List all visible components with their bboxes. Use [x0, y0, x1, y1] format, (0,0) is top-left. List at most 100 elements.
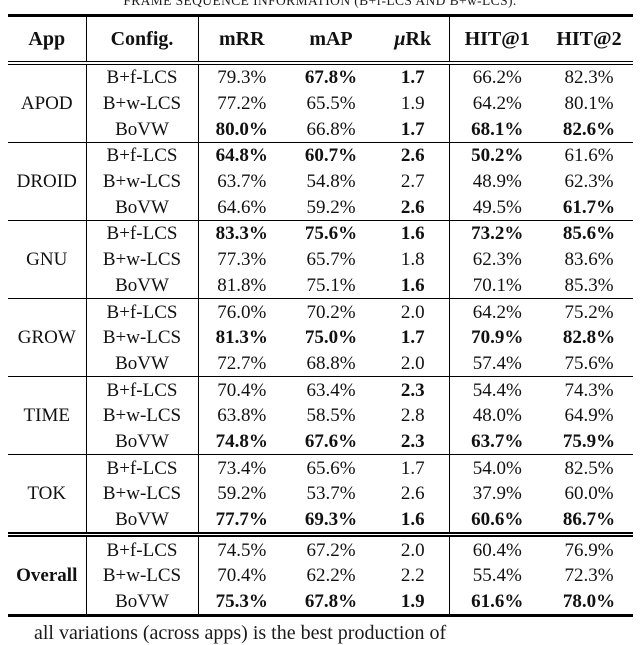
hit1-cell: 55.4%	[472, 565, 522, 587]
config-cell: BoVW	[86, 506, 199, 535]
hit1-cell: 62.3%	[472, 249, 522, 271]
mrr-cell: 63.8%	[217, 405, 267, 427]
table-row: B+w-LCS 59.2% 53.7% 2.6 37.9% 60.0%	[8, 481, 633, 507]
hit1-cell: 60.6%	[471, 509, 524, 531]
hit2-cell: 64.9%	[564, 405, 614, 427]
mrr-cell: 81.8%	[217, 274, 267, 296]
header-map: mAP	[309, 27, 353, 50]
table-row: B+w-LCS 77.3% 65.7% 1.8 62.3% 83.6%	[8, 246, 633, 273]
config-cell: B+f-LCS	[86, 220, 199, 247]
results-table-wrapper: App Config. mRR mAP μRk HIT@1 HIT@2 APOD…	[8, 14, 633, 618]
config-cell: BoVW	[86, 194, 199, 221]
config-cell: BoVW	[86, 116, 199, 143]
map-cell: 54.8%	[306, 171, 356, 193]
config-cell: BoVW	[86, 428, 199, 455]
hit2-cell: 82.8%	[562, 327, 616, 349]
hit1-cell: 73.2%	[471, 223, 524, 245]
config-cell: B+w-LCS	[86, 402, 199, 429]
murk-cell: 1.8	[377, 246, 450, 273]
mrr-cell: 74.5%	[217, 539, 267, 561]
map-cell: 60.7%	[304, 145, 358, 167]
hit2-cell: 61.7%	[562, 196, 616, 218]
header-hit2: HIT@2	[556, 27, 622, 50]
table-row: B+w-LCS 70.4% 62.2% 2.2 55.4% 72.3%	[8, 563, 633, 589]
hit1-cell: 70.9%	[471, 327, 524, 349]
mrr-cell: 64.6%	[217, 196, 267, 218]
table-row: GNU B+f-LCS 83.3% 75.6% 1.6 73.2% 85.6%	[8, 220, 633, 299]
config-cell: B+w-LCS	[86, 481, 199, 507]
hit2-cell: 82.5%	[564, 457, 614, 479]
header-app: App	[8, 15, 87, 63]
map-cell: 67.6%	[304, 430, 358, 452]
hit2-cell: 80.1%	[564, 93, 614, 115]
group-grow: GROW B+f-LCS 76.0% 70.2% 2.0 64.2% 75.2% B+w-LC…	[8, 298, 633, 377]
murk-rest: Rk	[405, 27, 432, 50]
hit2-cell: 62.3%	[564, 171, 614, 193]
config-cell: B+f-LCS	[86, 63, 199, 91]
map-cell: 62.2%	[306, 565, 356, 587]
murk-cell: 1.6	[377, 506, 450, 535]
header-hit1: HIT@1	[464, 27, 530, 50]
mu-symbol: μ	[394, 27, 406, 50]
murk-cell: 2.3	[377, 428, 450, 455]
hit1-cell: 49.5%	[472, 196, 522, 218]
hit2-cell: 85.6%	[562, 223, 616, 245]
mrr-cell: 70.4%	[217, 565, 267, 587]
mrr-cell: 81.3%	[215, 327, 268, 349]
murk-cell: 2.0	[377, 298, 450, 325]
murk-cell: 2.6	[377, 481, 450, 507]
map-cell: 75.6%	[304, 223, 358, 245]
hit2-cell: 86.7%	[562, 509, 616, 531]
group-tok: TOK B+f-LCS 73.4% 65.6% 1.7 54.0% 82.5% B+w-LCS…	[8, 454, 633, 535]
config-cell: B+f-LCS	[86, 454, 199, 481]
mrr-cell: 76.0%	[217, 301, 267, 323]
hit1-cell: 50.2%	[471, 145, 524, 167]
table-row: BoVW 64.6% 59.2% 2.6 49.5% 61.7%	[8, 194, 633, 221]
table-row: BoVW 81.8% 75.1% 1.6 70.1% 85.3%	[8, 272, 633, 299]
mrr-cell: 63.7%	[217, 171, 267, 193]
murk-cell: 2.6	[377, 142, 450, 169]
hit1-cell: 48.0%	[472, 405, 522, 427]
config-cell: BoVW	[86, 350, 199, 377]
header-config: Config.	[86, 15, 199, 63]
mrr-cell: 74.8%	[215, 430, 268, 452]
mrr-cell: 83.3%	[215, 223, 268, 245]
mrr-cell: 72.7%	[217, 352, 267, 374]
table-row: B+w-LCS 81.3% 75.0% 1.7 70.9% 82.8%	[8, 324, 633, 351]
group-apod: APOD B+f-LCS 79.3% 67.8% 1.7 66.2% 82.3% B+w-LC…	[8, 63, 633, 143]
murk-cell: 2.8	[377, 402, 450, 429]
config-cell: B+f-LCS	[86, 376, 199, 403]
app-cell: GNU	[8, 220, 87, 299]
map-cell: 68.8%	[306, 352, 356, 374]
app-cell: TIME	[8, 376, 87, 455]
hit1-cell: 70.1%	[472, 274, 522, 296]
hit1-cell: 64.2%	[472, 301, 522, 323]
mrr-cell: 77.7%	[215, 509, 268, 531]
table-row: TOK B+f-LCS 73.4% 65.6% 1.7 54.0% 82.5%	[8, 454, 633, 535]
map-cell: 65.7%	[306, 249, 356, 271]
header-mrr: mRR	[218, 27, 265, 50]
group-droid: DROID B+f-LCS 64.8% 60.7% 2.6 50.2% 61.6% B+w-L…	[8, 142, 633, 221]
config-cell: B+f-LCS	[86, 142, 199, 169]
hit2-cell: 75.6%	[564, 352, 614, 374]
mrr-cell: 70.4%	[217, 379, 267, 401]
murk-cell: 2.7	[377, 168, 450, 195]
table-row: B+w-LCS 63.8% 58.5% 2.8 48.0% 64.9%	[8, 402, 633, 429]
config-cell: BoVW	[86, 588, 199, 616]
config-cell: B+w-LCS	[86, 90, 199, 117]
config-cell: B+w-LCS	[86, 168, 199, 195]
mrr-cell: 77.3%	[217, 249, 267, 271]
hit2-cell: 78.0%	[562, 591, 616, 613]
group-overall: Overall B+f-LCS 74.5% 67.2% 2.0 60.4% 76.9% B+w…	[8, 534, 633, 616]
app-cell: APOD	[8, 63, 87, 143]
table-row: DROID B+f-LCS 64.8% 60.7% 2.6 50.2% 61.6%	[8, 142, 633, 221]
table-row: B+w-LCS 77.2% 65.5% 1.9 64.2% 80.1%	[8, 90, 633, 117]
hit2-cell: 82.3%	[564, 67, 614, 89]
murk-cell: 1.6	[377, 272, 450, 299]
mrr-cell: 64.8%	[215, 145, 268, 167]
table-row: Overall B+f-LCS 74.5% 67.2% 2.0 60.4% 76.9%	[8, 534, 633, 616]
app-cell: GROW	[8, 298, 87, 377]
hit1-cell: 48.9%	[472, 171, 522, 193]
hit1-cell: 61.6%	[471, 591, 524, 613]
config-cell: B+w-LCS	[86, 324, 199, 351]
